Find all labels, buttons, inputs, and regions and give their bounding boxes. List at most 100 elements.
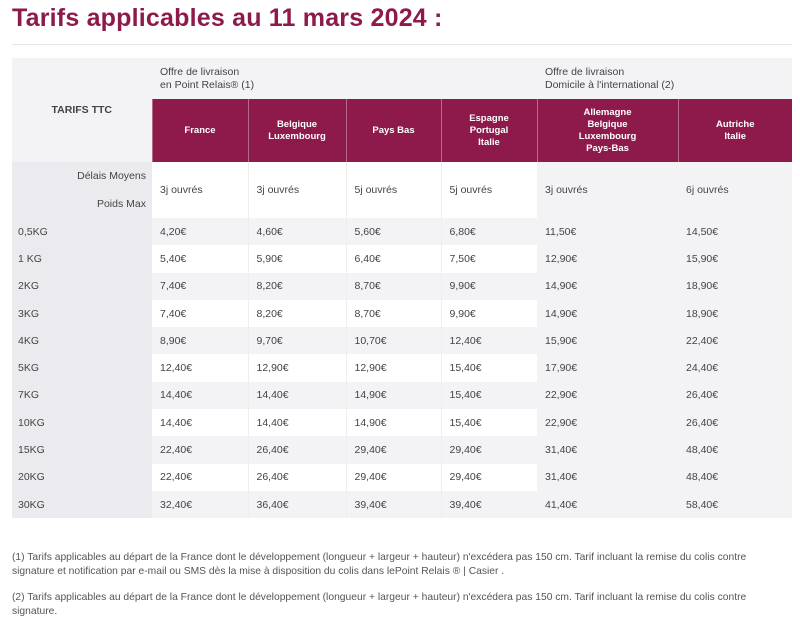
weight-cell: 2KG bbox=[12, 272, 152, 300]
price-cell: 6,80€ bbox=[440, 218, 537, 246]
weight-cell: 1 KG bbox=[12, 245, 152, 273]
weight-cell: 3KG bbox=[12, 299, 152, 328]
destination-name: Portugal bbox=[469, 124, 509, 136]
price-cell: 9,70€ bbox=[247, 327, 346, 355]
destination-name: Autriche bbox=[715, 118, 755, 130]
divider bbox=[12, 44, 792, 45]
price-cell: 14,40€ bbox=[152, 409, 248, 437]
price-cell: 39,40€ bbox=[345, 490, 441, 519]
price-cell: 58,40€ bbox=[678, 490, 793, 519]
destination-header: Allemagne Belgique Luxembourg Pays-Bas bbox=[536, 99, 678, 162]
price-cell: 29,40€ bbox=[345, 463, 441, 491]
price-cell: 26,40€ bbox=[247, 463, 346, 491]
offer-domicile: Offre de livraison Domicile à l'internati… bbox=[537, 58, 792, 99]
price-cell: 7,50€ bbox=[440, 245, 537, 273]
destination-header: Belgique Luxembourg bbox=[247, 99, 346, 162]
destination-name: Italie bbox=[478, 136, 500, 148]
price-cell: 8,20€ bbox=[247, 272, 346, 300]
price-cell: 11,50€ bbox=[537, 218, 678, 246]
price-cell: 14,90€ bbox=[537, 299, 678, 328]
destination-name: Pays Bas bbox=[372, 124, 415, 136]
table-row: 10KG 14,40€ 14,40€ 14,90€ 15,40€ 22,90€ 26,40€ bbox=[12, 409, 793, 437]
price-cell: 5,60€ bbox=[345, 218, 441, 246]
price-cell: 15,40€ bbox=[440, 354, 537, 382]
footnote-2: (2) Tarifs applicables au départ de la F… bbox=[12, 592, 747, 617]
table-row: 7KG 14,40€ 14,40€ 14,90€ 15,40€ 22,90€ 26,40€ bbox=[12, 381, 793, 410]
price-cell: 48,40€ bbox=[678, 436, 793, 464]
destination-name: Luxembourg bbox=[268, 130, 326, 142]
offer-line: Domicile à l'international (2) bbox=[545, 78, 675, 91]
poids-label: Poids Max bbox=[96, 198, 146, 210]
destination-header: Espagne Portugal Italie bbox=[440, 99, 537, 162]
weight-cell: 5KG bbox=[12, 354, 152, 382]
price-cell: 14,40€ bbox=[247, 381, 346, 410]
offer-line: Offre de livraison bbox=[545, 65, 625, 78]
price-cell: 7,40€ bbox=[152, 299, 248, 328]
table-row: 20KG 22,40€ 26,40€ 29,40€ 29,40€ 31,40€ 48,40€ bbox=[12, 463, 793, 491]
price-cell: 14,50€ bbox=[678, 218, 793, 246]
table-row: 30KG 32,40€ 36,40€ 39,40€ 39,40€ 41,40€ 58,40€ bbox=[12, 490, 793, 519]
weight-cell: 7KG bbox=[12, 381, 152, 410]
price-cell: 12,40€ bbox=[152, 354, 248, 382]
delai-cell: 5j ouvrés bbox=[440, 162, 537, 218]
price-cell: 26,40€ bbox=[678, 409, 793, 437]
delais-label-cell: Délais Moyens Poids Max bbox=[12, 162, 152, 218]
price-cell: 8,90€ bbox=[152, 327, 248, 355]
price-cell: 14,90€ bbox=[345, 409, 441, 437]
destination-header: Pays Bas bbox=[345, 99, 441, 162]
price-cell: 24,40€ bbox=[678, 354, 793, 382]
price-cell: 12,40€ bbox=[440, 327, 537, 355]
weight-cell: 15KG bbox=[12, 436, 152, 464]
price-cell: 12,90€ bbox=[247, 354, 346, 382]
destination-name: Pays-Bas bbox=[586, 142, 629, 154]
price-cell: 22,90€ bbox=[537, 409, 678, 437]
price-cell: 14,40€ bbox=[152, 381, 248, 410]
price-cell: 26,40€ bbox=[678, 381, 793, 410]
price-cell: 48,40€ bbox=[678, 463, 793, 491]
price-cell: 29,40€ bbox=[440, 436, 537, 464]
offer-line: en Point Relais® (1) bbox=[160, 78, 255, 91]
table-row: 1 KG 5,40€ 5,90€ 6,40€ 7,50€ 12,90€ 15,90€ bbox=[12, 245, 793, 273]
table-row: 5KG 12,40€ 12,90€ 12,90€ 15,40€ 17,90€ 24,40€ bbox=[12, 354, 793, 382]
table-row: 4KG 8,90€ 9,70€ 10,70€ 12,40€ 15,90€ 22,40€ bbox=[12, 327, 793, 355]
price-cell: 26,40€ bbox=[247, 436, 346, 464]
price-cell: 14,90€ bbox=[345, 381, 441, 410]
delai-cell: 5j ouvrés bbox=[345, 162, 441, 218]
price-cell: 36,40€ bbox=[247, 490, 346, 519]
price-cell: 9,90€ bbox=[440, 299, 537, 328]
table-row: 3KG 7,40€ 8,20€ 8,70€ 9,90€ 14,90€ 18,90€ bbox=[12, 299, 793, 328]
delais-label: Délais Moyens bbox=[77, 170, 146, 182]
price-cell: 17,90€ bbox=[537, 354, 678, 382]
destination-name: Luxembourg bbox=[578, 130, 637, 142]
price-cell: 31,40€ bbox=[537, 436, 678, 464]
price-cell: 22,90€ bbox=[537, 381, 678, 410]
tariff-table: TARIFS TTC Offre de livraison en Point Re… bbox=[12, 58, 793, 519]
price-cell: 15,40€ bbox=[440, 409, 537, 437]
price-cell: 41,40€ bbox=[537, 490, 678, 519]
price-cell: 5,90€ bbox=[247, 245, 346, 273]
price-cell: 18,90€ bbox=[678, 272, 793, 300]
price-cell: 10,70€ bbox=[345, 327, 441, 355]
destination-header: Autriche Italie bbox=[677, 99, 793, 162]
price-cell: 5,40€ bbox=[152, 245, 248, 273]
delai-cell: 6j ouvrés bbox=[678, 162, 793, 218]
price-cell: 15,90€ bbox=[678, 245, 793, 273]
weight-cell: 0,5KG bbox=[12, 218, 152, 246]
price-cell: 9,90€ bbox=[440, 272, 537, 300]
destination-name: Belgique bbox=[276, 118, 318, 130]
price-cell: 32,40€ bbox=[152, 490, 248, 519]
delai-cell: 3j ouvrés bbox=[152, 162, 248, 218]
offer-point-relais: Offre de livraison en Point Relais® (1) bbox=[152, 58, 537, 99]
price-cell: 15,40€ bbox=[440, 381, 537, 410]
delai-cell: 3j ouvrés bbox=[537, 162, 678, 218]
delai-cell: 3j ouvrés bbox=[247, 162, 346, 218]
price-cell: 6,40€ bbox=[345, 245, 441, 273]
price-cell: 29,40€ bbox=[345, 436, 441, 464]
destination-name: Allemagne bbox=[583, 106, 632, 118]
price-cell: 8,20€ bbox=[247, 299, 346, 328]
price-cell: 18,90€ bbox=[678, 299, 793, 328]
destination-header: France bbox=[151, 99, 248, 162]
weight-cell: 10KG bbox=[12, 409, 152, 437]
destination-name: Italie bbox=[724, 130, 747, 142]
price-cell: 4,20€ bbox=[152, 218, 248, 246]
